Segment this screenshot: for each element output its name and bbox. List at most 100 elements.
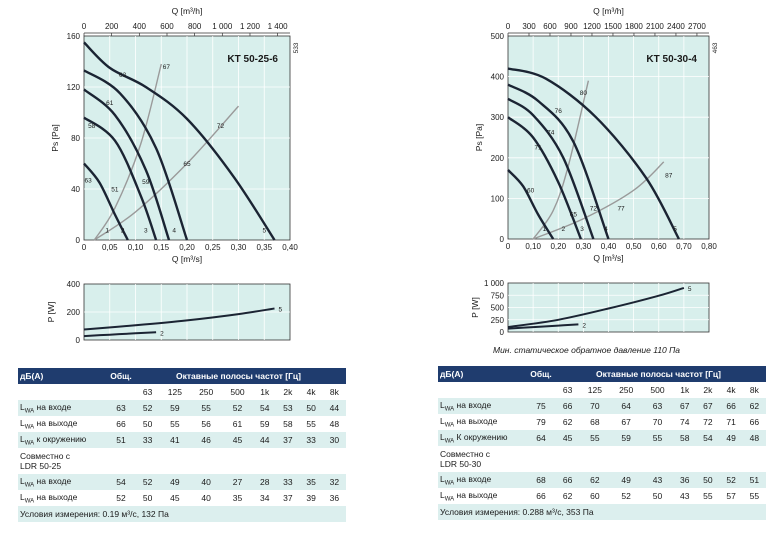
- x2-tick-label: 1 400: [268, 22, 289, 31]
- band-value: 54: [253, 400, 277, 416]
- total-value: 66: [116, 419, 126, 429]
- frequency-row: 63 125 250 500 1k 2k 4k 8k: [18, 384, 346, 400]
- table-row: LWA к окружению 51 33 41 46 45 44 37 33 30: [18, 432, 346, 448]
- x-axis-label: Q [m³/s]: [593, 253, 623, 263]
- blank-cell: [106, 384, 136, 400]
- x2-tick-label: 600: [160, 22, 174, 31]
- row-label: LWA на выходе: [20, 417, 78, 431]
- power-y-axis-label: P [W]: [46, 302, 56, 323]
- curve-label: 63: [85, 178, 93, 185]
- fan-chart-kt-50-25-6: 0 0,05 0,10 0,15 0,20 0,25 0,30 0,35 0,400408012…: [46, 6, 300, 345]
- x-tick-label: 0,25: [205, 243, 221, 252]
- x-tick-label: 0,40: [282, 243, 298, 252]
- header-bands: Октавные полосы частот [Гц]: [136, 368, 346, 384]
- x-tick-label: 0,20: [550, 242, 566, 251]
- band-value: 49: [610, 472, 642, 488]
- x-tick-label: 0,10: [128, 243, 144, 252]
- blank-cell: [526, 382, 556, 398]
- band-value: 70: [652, 417, 663, 427]
- total-value: 63: [106, 400, 136, 416]
- band-value: 60: [590, 491, 600, 501]
- band-value: 55: [190, 400, 222, 416]
- total-value: 75: [526, 398, 556, 414]
- band-value: 50: [142, 419, 153, 429]
- fan-curve-2: [507, 116, 583, 240]
- band-value: 55: [749, 491, 760, 501]
- power-y-tick-label: 750: [491, 291, 505, 300]
- curve-label: 87: [665, 172, 673, 179]
- power-curve-label: 2: [160, 330, 164, 337]
- band-value: 57: [726, 491, 736, 501]
- x2-tick-label: 1 200: [240, 22, 261, 31]
- band-value: 32: [322, 474, 346, 490]
- band-value: 35: [232, 493, 243, 503]
- x2-tick-label: 200: [105, 22, 119, 31]
- band-value: 50: [652, 491, 663, 501]
- curve-label: 60: [527, 187, 535, 194]
- frequency-label: 4k: [726, 385, 736, 395]
- band-value: 55: [170, 419, 180, 429]
- x-tick-label: 0,60: [651, 242, 667, 251]
- table-row: LWA К окружению 64 45 55 59 55 58 54 49 48: [438, 430, 766, 446]
- curve-label: 80: [580, 90, 588, 97]
- table-row: LWA на выходе 79 62 68 67 70 74 72 71 66: [438, 414, 766, 430]
- band-value: 52: [221, 400, 254, 416]
- x-tick-label: 0,20: [179, 243, 195, 252]
- curve-label: 5: [673, 226, 677, 233]
- row-label: LWA на выходе: [20, 491, 78, 505]
- y-tick-label: 160: [67, 32, 81, 41]
- band-value: 49: [719, 430, 743, 446]
- band-value: 33: [299, 432, 323, 448]
- measurement-conditions: Условия измерения: 0.288 м³/с, 353 Па: [438, 504, 766, 520]
- band-value: 27: [221, 474, 254, 490]
- y-tick-label: 500: [491, 32, 505, 41]
- band-value: 59: [610, 430, 642, 446]
- x-tick-label: 0: [82, 243, 87, 252]
- curve-label: 61: [106, 100, 114, 107]
- x2-tick-label: 300: [522, 22, 536, 31]
- power-curve-label: 5: [688, 286, 692, 293]
- row-label: LWA на входе: [18, 474, 106, 490]
- conditions-row: Условия измерения: 0.19 м³/с, 132 Па: [18, 506, 346, 522]
- band-value: 62: [562, 491, 573, 501]
- blank-cell: [18, 384, 106, 400]
- y-axis-label: Ps [Pa]: [474, 124, 484, 151]
- curve-label: 67: [163, 64, 171, 71]
- total-value: 64: [526, 430, 556, 446]
- table-row: LWA на выходе 52 50 45 40 35 34 37 39 36: [18, 490, 346, 506]
- x-tick-label: 0,80: [701, 242, 717, 251]
- fan-curve-2: [83, 116, 158, 241]
- band-value: 62: [579, 472, 611, 488]
- fan-curve-5: [507, 67, 680, 240]
- band-value: 45: [556, 430, 580, 446]
- band-value: 58: [283, 419, 293, 429]
- table-row: LWA на входе 63 52 59 55 52 54 53 50 44: [18, 400, 346, 416]
- ldr-heading: Совместно с LDR 50-25: [20, 451, 71, 471]
- band-value: 48: [329, 419, 340, 429]
- power-curve-2: [507, 323, 579, 330]
- fan-curve-1: [507, 169, 555, 240]
- row-label: LWA на входе: [438, 398, 526, 414]
- curve-label: 71: [535, 145, 543, 152]
- conditions-row: Условия измерения: 0.288 м³/с, 353 Па: [438, 504, 766, 520]
- table-row: LWA на выходе 66 50 55 56 61 59 58 55 48: [18, 416, 346, 432]
- power-curve-5: [83, 307, 275, 331]
- curve-label: 5: [262, 227, 266, 234]
- curve-label: 4: [604, 226, 608, 233]
- chart-title: KT 50-30-4: [646, 54, 697, 65]
- total-value: 51: [106, 432, 136, 448]
- band-value: 37: [283, 493, 293, 503]
- frequency-label: 8k: [329, 387, 339, 397]
- curve-label: 65: [183, 161, 191, 168]
- x-tick-label: 0,40: [601, 242, 617, 251]
- band-value: 71: [726, 417, 736, 427]
- frequency-label: 63: [142, 387, 153, 397]
- frequency-label: 1k: [260, 387, 270, 397]
- curve-label: 2: [121, 227, 125, 234]
- band-value: 66: [749, 417, 760, 427]
- x2-tick-label: 1 000: [212, 22, 233, 31]
- header-total: Общ.: [106, 368, 136, 384]
- x2-tick-label: 2700: [688, 22, 706, 31]
- frequency-label: 63: [562, 385, 573, 395]
- row-label: LWA на выходе: [440, 415, 498, 429]
